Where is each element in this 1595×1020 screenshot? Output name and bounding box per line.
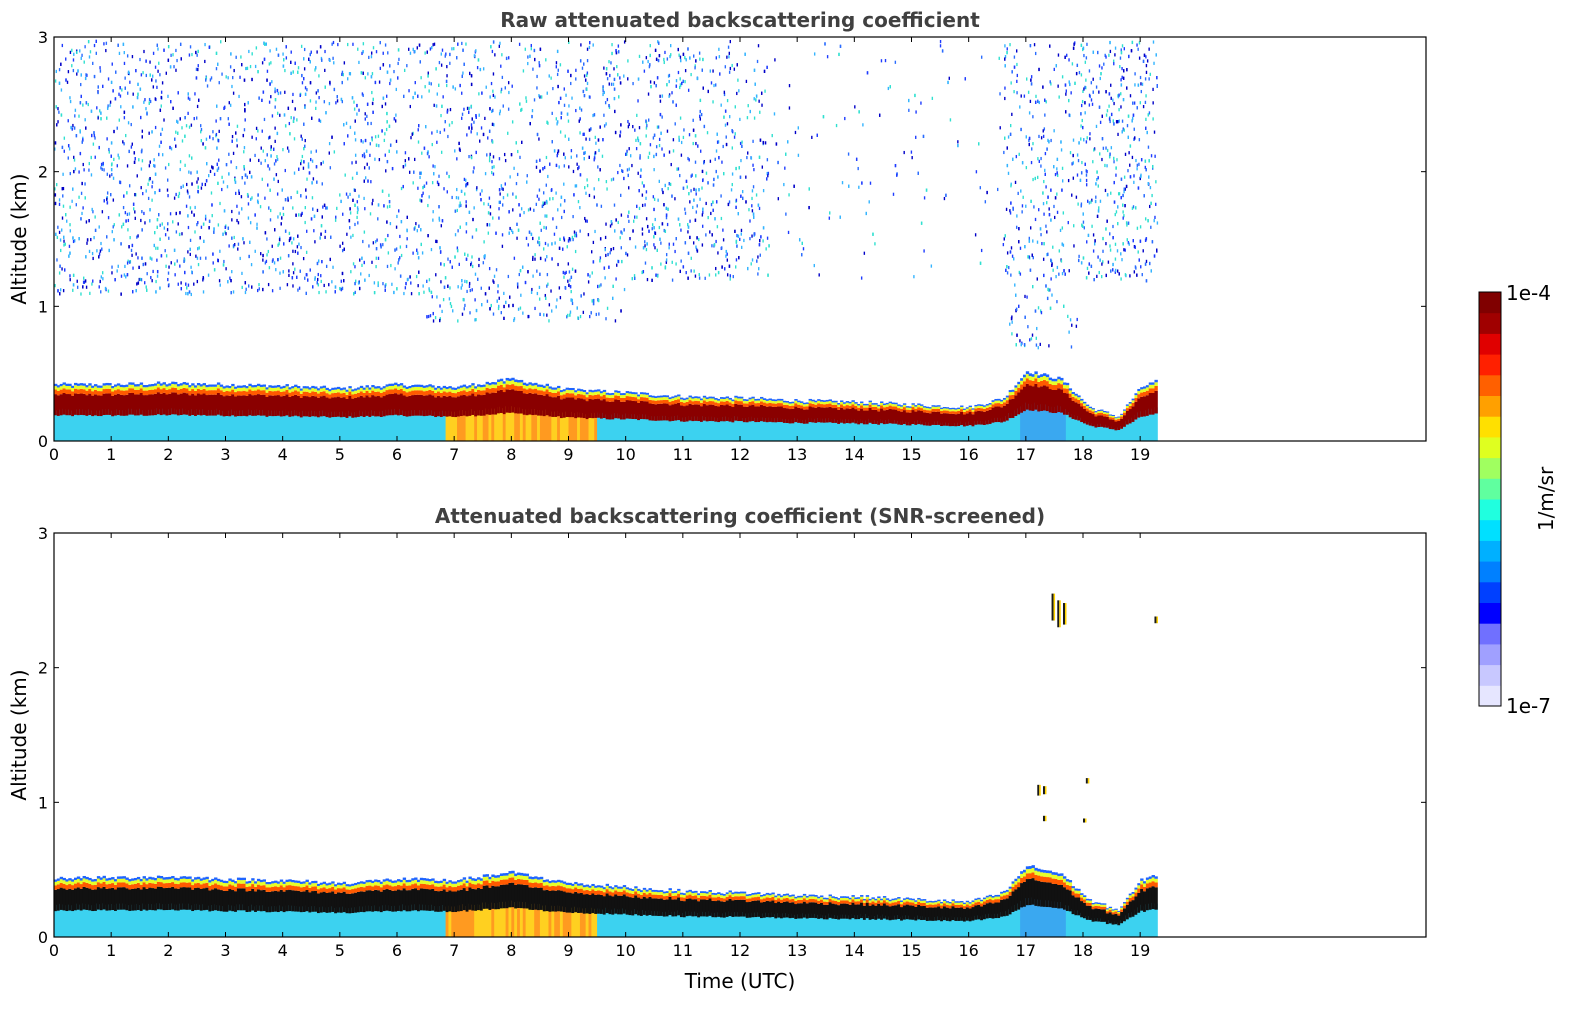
x-tick-label: 3 — [220, 445, 230, 464]
x-tick-label: 11 — [673, 445, 693, 464]
colorbar-swatch — [1479, 602, 1501, 624]
y-tick-label: 1 — [38, 793, 48, 812]
screened-y-axis-label: Altitude (km) — [7, 669, 31, 800]
colorbar-swatches — [1479, 292, 1501, 707]
y-tick-label: 2 — [38, 163, 48, 182]
x-tick-label: 2 — [163, 445, 173, 464]
colorbar-swatch — [1479, 664, 1501, 686]
x-tick-label: 2 — [163, 941, 173, 960]
colorbar-swatch — [1479, 519, 1501, 541]
raw-plot-area — [54, 39, 1159, 441]
colorbar-max-label: 1e-4 — [1506, 281, 1551, 305]
screened-x-ticks: 0 1 2 3 4 5 6 7 8 9 10 11 12 13 14 15 16 17 18 19 — [49, 533, 1150, 960]
x-tick-label: 17 — [1016, 445, 1036, 464]
y-tick-label: 0 — [38, 432, 48, 451]
colorbar-swatch — [1479, 312, 1501, 334]
raw-panel: Raw attenuated backscattering coefficien… — [7, 8, 1427, 464]
colorbar-swatch — [1479, 581, 1501, 603]
x-tick-label: 19 — [1130, 941, 1150, 960]
x-tick-label: 6 — [392, 941, 402, 960]
x-axis-label: Time (UTC) — [684, 969, 796, 993]
x-tick-label: 4 — [278, 941, 288, 960]
colorbar-units-label: 1/m/sr — [1534, 466, 1558, 531]
x-tick-label: 11 — [673, 941, 693, 960]
colorbar-swatch — [1479, 623, 1501, 645]
x-tick-label: 7 — [449, 941, 459, 960]
colorbar-min-label: 1e-7 — [1506, 694, 1551, 718]
y-tick-label: 3 — [38, 524, 48, 543]
screened-plot-area — [54, 593, 1158, 937]
colorbar-swatch — [1479, 561, 1501, 583]
x-tick-label: 13 — [787, 445, 807, 464]
colorbar-swatch — [1479, 292, 1501, 314]
x-tick-label: 7 — [449, 445, 459, 464]
colorbar: 1e-4 1e-7 1/m/sr — [1478, 281, 1558, 718]
x-tick-label: 8 — [506, 941, 516, 960]
colorbar-swatch — [1479, 354, 1501, 376]
colorbar-frame — [1478, 291, 1502, 707]
x-tick-label: 17 — [1016, 941, 1036, 960]
screened-axes-frame — [53, 532, 1427, 938]
x-tick-label: 18 — [1073, 445, 1093, 464]
raw-panel-title: Raw attenuated backscattering coefficien… — [500, 8, 980, 32]
x-tick-label: 4 — [278, 445, 288, 464]
colorbar-swatch — [1479, 685, 1501, 707]
y-tick-label: 3 — [38, 28, 48, 47]
x-tick-label: 15 — [901, 941, 921, 960]
x-tick-label: 12 — [730, 445, 750, 464]
x-tick-label: 10 — [615, 445, 635, 464]
x-tick-label: 9 — [563, 941, 573, 960]
x-tick-label: 0 — [49, 941, 59, 960]
x-tick-label: 1 — [106, 941, 116, 960]
x-tick-label: 18 — [1073, 941, 1093, 960]
y-tick-label: 1 — [38, 297, 48, 316]
colorbar-swatch — [1479, 395, 1501, 417]
x-tick-label: 5 — [335, 445, 345, 464]
colorbar-swatch — [1479, 457, 1501, 479]
raw-x-ticks: 0 1 2 3 4 5 6 7 8 9 10 11 12 13 14 15 16 17 18 19 — [49, 37, 1150, 464]
x-tick-label: 3 — [220, 941, 230, 960]
x-tick-label: 10 — [615, 941, 635, 960]
x-tick-label: 1 — [106, 445, 116, 464]
x-tick-label: 14 — [844, 941, 864, 960]
colorbar-swatch — [1479, 643, 1501, 666]
x-tick-label: 14 — [844, 445, 864, 464]
x-tick-label: 6 — [392, 445, 402, 464]
colorbar-swatch — [1479, 436, 1501, 459]
screened-panel: Attenuated backscattering coefficient (S… — [7, 504, 1427, 993]
raw-y-ticks: 0 1 2 3 — [38, 28, 1426, 451]
screened-panel-title: Attenuated backscattering coefficient (S… — [435, 504, 1045, 528]
colorbar-swatch — [1479, 499, 1501, 521]
colorbar-swatch — [1479, 333, 1501, 355]
colorbar-swatch — [1479, 478, 1501, 500]
x-tick-label: 9 — [563, 445, 573, 464]
x-tick-label: 16 — [958, 445, 978, 464]
x-tick-label: 16 — [958, 941, 978, 960]
screened-y-ticks: 0 1 2 3 — [38, 524, 1426, 947]
raw-y-axis-label: Altitude (km) — [7, 173, 31, 304]
y-tick-label: 0 — [38, 928, 48, 947]
colorbar-swatch — [1479, 540, 1501, 562]
x-tick-label: 15 — [901, 445, 921, 464]
x-tick-label: 5 — [335, 941, 345, 960]
colorbar-swatch — [1479, 374, 1501, 396]
x-tick-label: 8 — [506, 445, 516, 464]
x-tick-label: 19 — [1130, 445, 1150, 464]
x-tick-label: 0 — [49, 445, 59, 464]
x-tick-label: 13 — [787, 941, 807, 960]
y-tick-label: 2 — [38, 659, 48, 678]
colorbar-swatch — [1479, 416, 1501, 438]
x-tick-label: 12 — [730, 941, 750, 960]
